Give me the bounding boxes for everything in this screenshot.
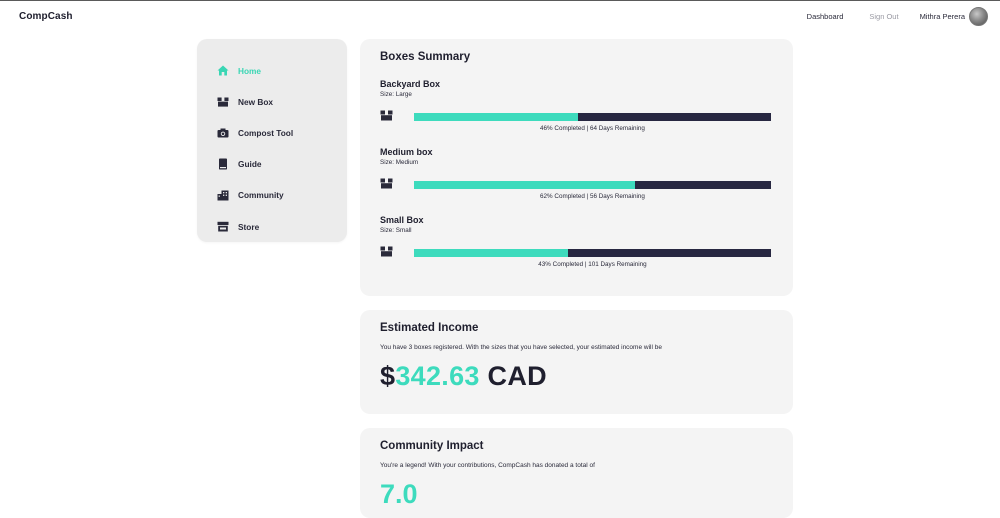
currency-code: CAD <box>479 361 547 391</box>
sidebar-item-home[interactable]: Home <box>197 55 347 86</box>
dashboard-link[interactable]: Dashboard <box>806 11 844 21</box>
sidebar-item-store[interactable]: Store <box>197 211 347 242</box>
community-icon <box>216 188 230 202</box>
sidebar-item-new-box[interactable]: New Box <box>197 86 347 117</box>
progress-bar <box>414 249 771 257</box>
box-icon <box>380 110 393 121</box>
sidebar-item-community[interactable]: Community <box>197 180 347 211</box>
sidebar-item-label: Community <box>238 190 284 201</box>
progress-fill <box>414 249 568 257</box>
user-name[interactable]: Mithra Perera <box>919 11 965 21</box>
income-amount: $342.63 CAD <box>380 361 773 392</box>
top-nav: CompCash Dashboard Sign Out Mithra Perer… <box>0 1 1000 31</box>
camera-icon <box>216 126 230 140</box>
box-item-backyard[interactable]: Backyard Box Size: Large 46% Completed |… <box>380 79 773 132</box>
sign-out-link[interactable]: Sign Out <box>869 11 899 21</box>
progress-fill <box>414 181 636 189</box>
box-size: Size: Medium <box>380 159 419 166</box>
box-icon <box>216 95 230 109</box>
sidebar-item-label: Store <box>238 221 260 232</box>
progress-label: 46% Completed | 64 Days Remaining <box>540 125 645 132</box>
top-border <box>0 0 1000 1</box>
box-item-small[interactable]: Small Box Size: Small 43% Completed | 10… <box>380 215 773 268</box>
sidebar: Home New Box Compost Tool Guide Communit… <box>197 39 347 242</box>
book-icon <box>216 157 230 171</box>
estimated-income-title: Estimated Income <box>380 322 479 334</box>
avatar[interactable] <box>969 6 988 26</box>
impact-value: 7.0 <box>380 479 418 509</box>
boxes-summary-card: Boxes Summary Backyard Box Size: Large 4… <box>360 39 793 296</box>
community-impact-text: You're a legend! With your contributions… <box>380 462 595 469</box>
progress-label: 43% Completed | 101 Days Remaining <box>538 261 647 268</box>
sidebar-item-label: Guide <box>238 159 262 170</box>
box-icon <box>380 246 393 257</box>
box-item-medium[interactable]: Medium box Size: Medium 62% Completed | … <box>380 147 773 200</box>
sidebar-item-label: New Box <box>238 96 274 107</box>
home-icon <box>216 64 230 78</box>
community-impact-card: Community Impact You're a legend! With y… <box>360 428 793 518</box>
nav-links: Dashboard Sign Out Mithra Perera <box>806 6 988 26</box>
box-size: Size: Large <box>380 91 412 98</box>
sidebar-item-label: Compost Tool <box>238 127 294 138</box>
box-name: Medium box <box>380 147 433 157</box>
estimated-income-text: You have 3 boxes registered. With the si… <box>380 344 662 351</box>
progress-bar <box>414 181 771 189</box>
estimated-income-card: Estimated Income You have 3 boxes regist… <box>360 310 793 414</box>
box-name: Small Box <box>380 215 424 225</box>
community-impact-title: Community Impact <box>380 440 484 452</box>
sidebar-item-compost-tool[interactable]: Compost Tool <box>197 117 347 148</box>
currency-symbol: $ <box>380 361 396 391</box>
box-name: Backyard Box <box>380 79 441 89</box>
sidebar-item-guide[interactable]: Guide <box>197 149 347 180</box>
progress-fill <box>414 113 579 121</box>
progress-label: 62% Completed | 56 Days Remaining <box>540 193 645 200</box>
store-icon <box>216 220 230 234</box>
progress-bar <box>414 113 771 121</box>
sidebar-item-label: Home <box>238 65 262 76</box>
income-value: 342.63 <box>395 361 480 391</box>
box-icon <box>380 178 393 189</box>
brand-logo[interactable]: CompCash <box>19 10 73 22</box>
box-size: Size: Small <box>380 227 412 234</box>
boxes-summary-title: Boxes Summary <box>380 51 471 63</box>
